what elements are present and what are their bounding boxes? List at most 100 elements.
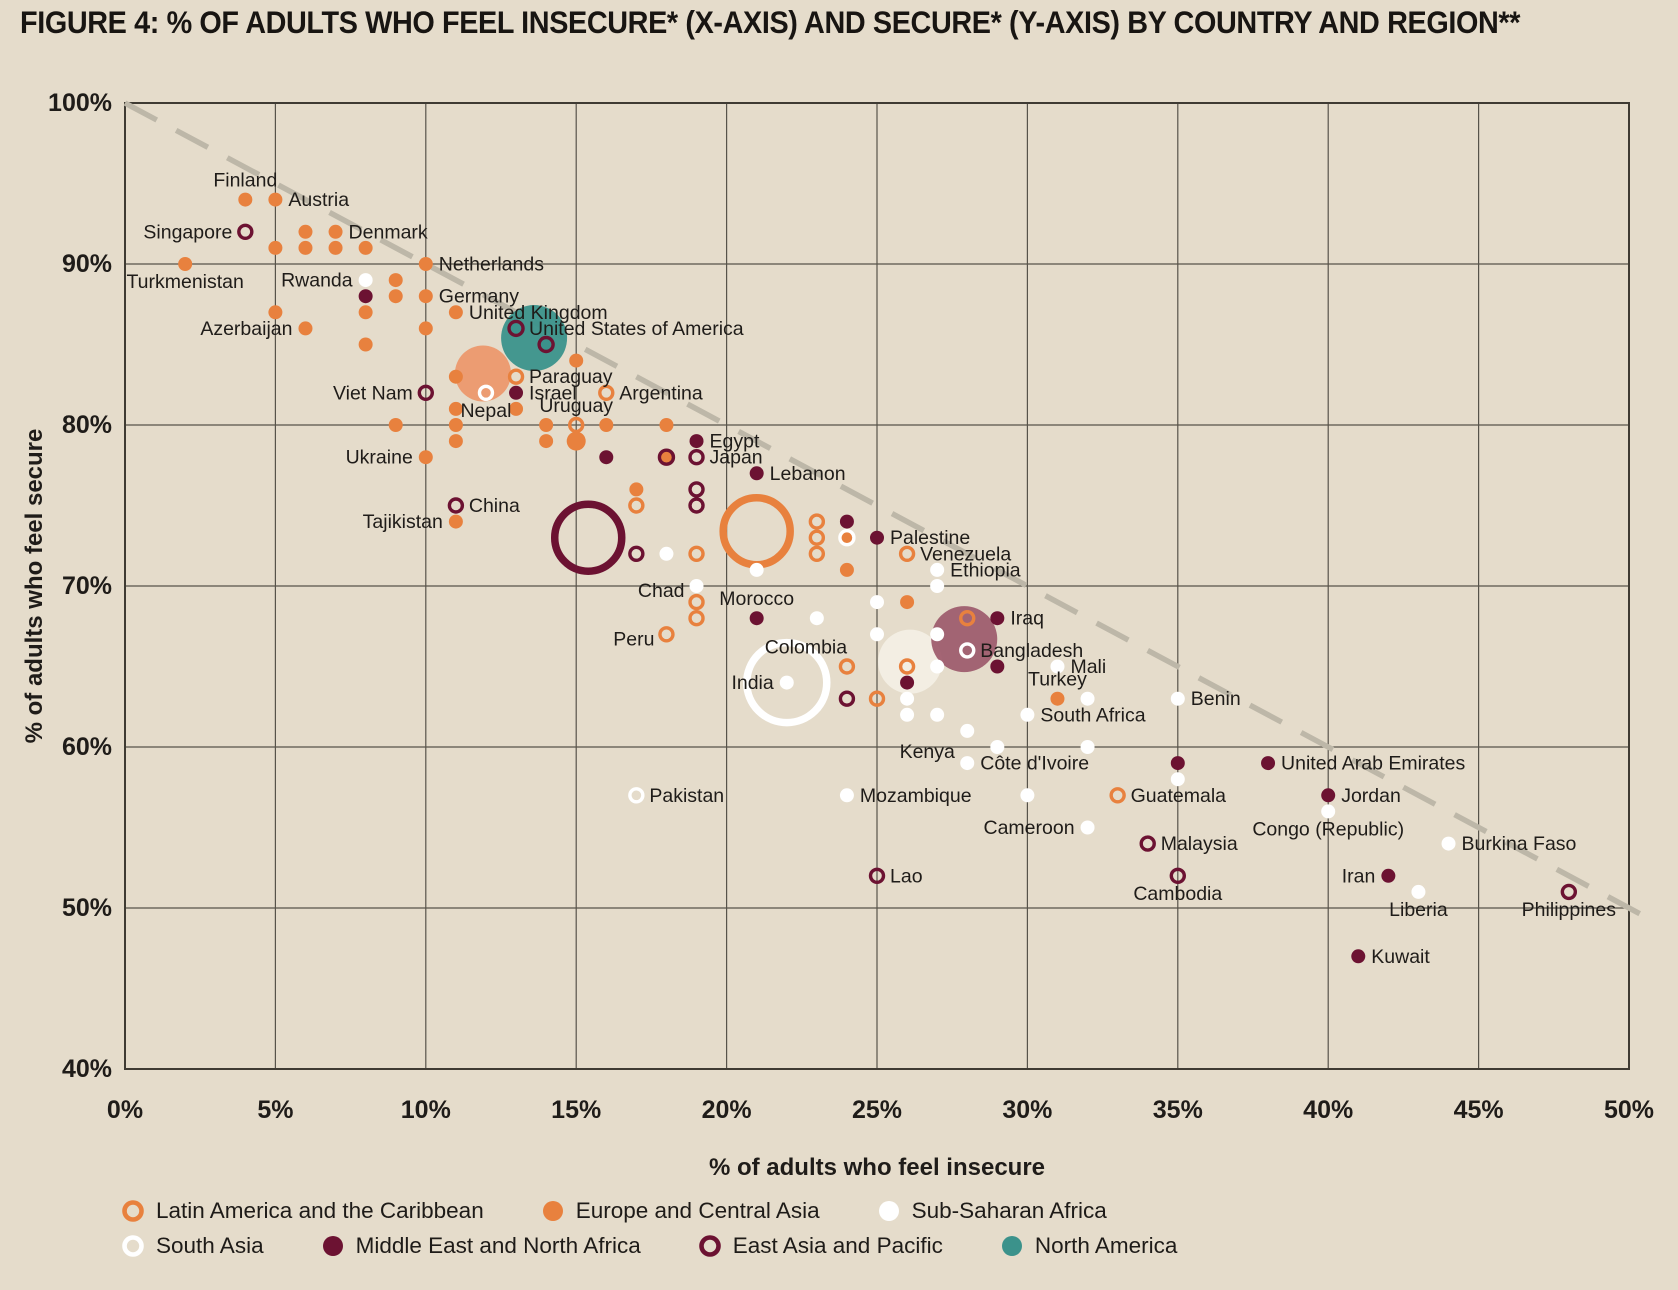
- data-point-tajikistan: [448, 514, 463, 529]
- legend-label: Sub-Saharan Africa: [911, 1198, 1107, 1223]
- country-label: South Africa: [1040, 704, 1145, 726]
- country-label: Egypt: [710, 431, 760, 453]
- country-label: Guatemala: [1131, 785, 1227, 807]
- data-point: [900, 675, 915, 690]
- data-point-peru: [658, 626, 675, 643]
- data-point: [808, 545, 826, 562]
- region-bubble-ring: [550, 500, 626, 575]
- data-point: [900, 707, 915, 722]
- country-label: Chad: [638, 580, 685, 602]
- country-label: Turkmenistan: [126, 271, 243, 293]
- data-point-uruguay: [568, 416, 585, 434]
- country-label: Argentina: [619, 382, 703, 404]
- data-point: [688, 481, 705, 498]
- country-label: Venezuela: [920, 543, 1011, 565]
- data-point: [539, 418, 554, 432]
- data-point-south-africa: [1020, 707, 1035, 722]
- data-point-kenya: [960, 723, 975, 738]
- data-point-turkmenistan: [178, 257, 193, 271]
- data-point: [628, 545, 645, 562]
- legend-dot-icon: [322, 1236, 343, 1256]
- data-point-germany: [418, 289, 433, 304]
- data-point-mali: [1050, 659, 1065, 674]
- data-point: [358, 337, 373, 352]
- x-axis-title: % of adults who feel insecure: [709, 1154, 1045, 1181]
- country-label: Viet Nam: [333, 382, 413, 404]
- country-label: Peru: [613, 628, 654, 650]
- x-tick-label: 30%: [1002, 1096, 1052, 1124]
- data-point: [268, 240, 283, 255]
- data-point-kuwait: [1351, 949, 1366, 964]
- data-point-congo-republic-: [1321, 804, 1336, 819]
- data-point-austria: [268, 192, 283, 207]
- data-point: [418, 321, 433, 336]
- legend-label: East Asia and Pacific: [732, 1233, 943, 1258]
- data-point: [809, 611, 824, 626]
- data-point-rwanda: [358, 273, 373, 288]
- country-label: Colombia: [765, 637, 848, 659]
- country-label: Mozambique: [860, 785, 972, 807]
- data-point-malaysia: [1139, 835, 1156, 852]
- data-point: [990, 659, 1005, 674]
- data-point-japan: [688, 449, 705, 466]
- x-tick-label: 50%: [1604, 1096, 1654, 1124]
- data-point-c-te-d-ivoire: [960, 756, 975, 771]
- data-point-azerbaijan: [298, 321, 313, 336]
- data-point: [870, 595, 884, 610]
- data-point: [448, 401, 463, 416]
- data-point-denmark: [328, 224, 343, 239]
- data-point: [509, 401, 524, 416]
- country-label: Tajikistan: [363, 511, 443, 533]
- country-label: Pakistan: [649, 785, 724, 807]
- x-tick-label: 15%: [551, 1096, 601, 1124]
- legend-item-ssa: Sub-Saharan Africa: [876, 1198, 1107, 1224]
- legend-label: Middle East and North Africa: [355, 1233, 641, 1258]
- plot-frame: [124, 102, 1630, 1070]
- country-label: Rwanda: [281, 270, 353, 292]
- country-label: Liberia: [1389, 899, 1448, 921]
- data-point-iran: [1381, 868, 1396, 883]
- data-point-lao: [868, 867, 886, 884]
- data-point-united-arab-emirates: [1261, 756, 1276, 771]
- data-point: [599, 418, 614, 432]
- unlabeled-points: [268, 224, 1185, 803]
- y-tick-label: 60%: [62, 733, 112, 761]
- data-point-finland: [238, 192, 253, 207]
- country-label: Bangladesh: [980, 640, 1083, 662]
- data-point-philippines: [1560, 883, 1578, 901]
- region-bubble: [454, 345, 511, 402]
- data-point-united-kingdom: [448, 305, 463, 320]
- data-point: [629, 482, 644, 497]
- data-point: [930, 627, 945, 642]
- data-point: [448, 369, 463, 384]
- region-bubble-ring: [719, 494, 794, 569]
- y-axis-title: % of adults who feel secure: [21, 429, 48, 744]
- data-point: [870, 627, 884, 642]
- country-label: Morocco: [719, 588, 794, 610]
- legend-item-eap: East Asia and Pacific: [697, 1233, 943, 1259]
- data-point: [659, 418, 674, 432]
- data-point: [358, 289, 373, 304]
- data-point: [448, 434, 463, 449]
- data-point: [298, 240, 313, 255]
- x-tick-label: 45%: [1454, 1096, 1504, 1124]
- country-points: [178, 192, 1578, 964]
- country-label: Israel: [529, 382, 577, 404]
- country-label: Netherlands: [439, 254, 544, 276]
- country-label: Cambodia: [1133, 883, 1222, 905]
- country-label: Philippines: [1522, 899, 1617, 921]
- country-label: Mali: [1070, 656, 1106, 678]
- y-tick-label: 70%: [62, 572, 112, 600]
- data-point-argentina: [598, 384, 615, 401]
- data-point-china: [447, 497, 465, 514]
- data-point-turkey: [1050, 691, 1065, 706]
- country-label: Lebanon: [770, 463, 846, 485]
- data-point: [688, 497, 705, 514]
- country-label: Iraq: [1010, 608, 1044, 630]
- data-point: [1170, 756, 1185, 771]
- data-point: [930, 707, 945, 722]
- data-point-nepal: [477, 384, 495, 401]
- data-point: [657, 448, 676, 466]
- data-point-iraq: [990, 611, 1005, 626]
